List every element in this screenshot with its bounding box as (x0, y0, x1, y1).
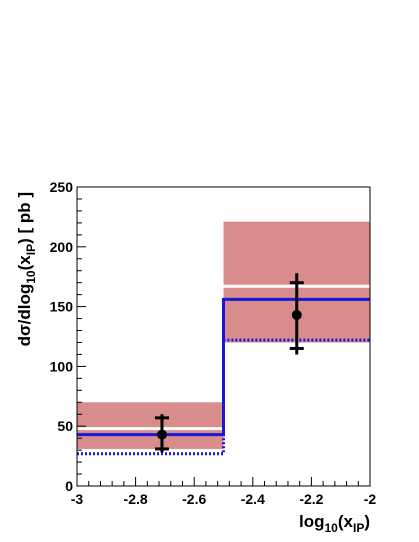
y-axis-title: dσ/dlog10(xIP) [ pb ] (15, 192, 38, 346)
y-tick-label: 0 (65, 478, 73, 494)
x-tick-label: -2.2 (299, 491, 323, 507)
data-point-1 (156, 429, 167, 440)
x-tick-label: -2.6 (182, 491, 206, 507)
x-tick-label: -2.8 (124, 491, 148, 507)
data-point-layer (154, 273, 304, 453)
x-tick-label: -2 (364, 491, 377, 507)
x-tick-label: -3 (71, 491, 84, 507)
plot-frame (76, 186, 371, 487)
y-tick-label: 100 (50, 358, 74, 374)
y-tick-label: 250 (50, 179, 74, 195)
axes-frame (76, 186, 371, 487)
band-bin-1 (77, 402, 224, 449)
y-tick-label: 50 (57, 418, 73, 434)
tick-layer: -3 -2.8 -2.6 -2.4 -2.2 -2 0 50 100 150 200 250 (50, 179, 377, 507)
x-tick-label: -2.4 (241, 491, 265, 507)
x-axis-title: log10(xIP) (299, 512, 370, 535)
data-point-2 (291, 309, 302, 320)
y-tick-label: 150 (50, 299, 74, 315)
y-tick-label: 200 (50, 239, 74, 255)
